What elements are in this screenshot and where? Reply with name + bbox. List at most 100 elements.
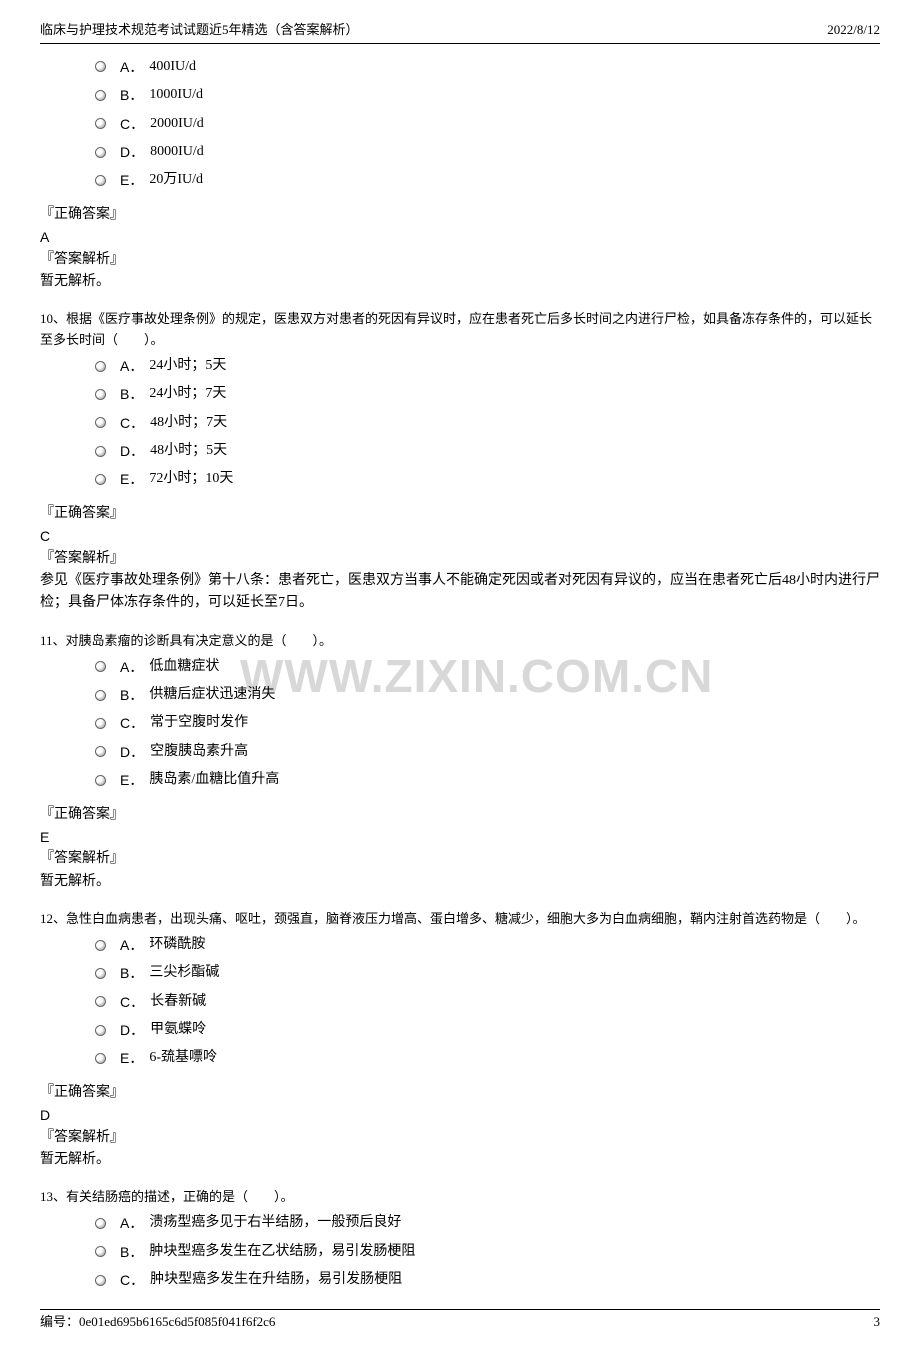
option-row[interactable]: B． 三尖杉酯碱 [95,962,880,984]
radio-icon[interactable] [95,389,106,400]
option-text: 肿块型癌多发生在升结肠，易引发肠梗阻 [150,1269,402,1291]
option-row[interactable]: A．低血糖症状 [95,656,880,678]
correct-answer-header: 『正确答案』 [40,503,880,525]
radio-icon[interactable] [95,996,106,1007]
option-row[interactable]: C．常于空腹时发作 [95,712,880,734]
option-row[interactable]: E．胰岛素/血糖比值升高 [95,769,880,791]
radio-icon[interactable] [95,1246,106,1257]
question-block: 12、急性白血病患者，出现头痛、呕吐，颈强直，脑脊液压力增高、蛋白增多、糖减少，… [40,909,880,1171]
correct-answer-header: 『正确答案』 [40,204,880,226]
correct-answer-value: C [40,525,880,547]
correct-answer-value: D [40,1104,880,1126]
radio-icon[interactable] [95,446,106,457]
option-label: A． [120,656,143,678]
option-row[interactable]: C． 肿块型癌多发生在升结肠，易引发肠梗阻 [95,1269,880,1291]
footer-page-number: 3 [874,1312,881,1333]
radio-icon[interactable] [95,940,106,951]
radio-icon[interactable] [95,361,106,372]
option-row[interactable]: E． 6-巯基嘌呤 [95,1047,880,1069]
option-row[interactable]: C．2000IU/d [95,113,880,135]
analysis-header: 『答案解析』 [40,848,880,870]
options-list: A．环磷酰胺 B． 三尖杉酯碱C． 长春新碱 D．甲氨蝶呤 E． 6-巯基嘌呤 [95,934,880,1070]
option-text: 溃疡型癌多见于右半结肠，一般预后良好 [149,1212,401,1234]
radio-icon[interactable] [95,147,106,158]
options-list: A． 溃疡型癌多见于右半结肠，一般预后良好 B．肿块型癌多发生在乙状结肠，易引发肠梗… [95,1212,880,1291]
option-row[interactable]: A． 溃疡型癌多见于右半结肠，一般预后良好 [95,1212,880,1234]
option-text: 甲氨蝶呤 [150,1019,206,1041]
option-text: 胰岛素/血糖比值升高 [149,769,279,791]
radio-icon[interactable] [95,661,106,672]
options-list: A．24小时；5天 B． 24小时；7天 C．48小时；7天 D．48小时；5天 E．72… [95,355,880,491]
correct-answer-header: 『正确答案』 [40,804,880,826]
option-text: 长春新碱 [150,991,206,1013]
option-label: D． [120,741,144,763]
radio-icon[interactable] [95,746,106,757]
question-block: A．400IU/d B． 1000IU/d C．2000IU/d D．8000IU/d E… [40,56,880,294]
option-label: D． [120,141,144,163]
option-row[interactable]: A．24小时；5天 [95,355,880,377]
option-text: 6-巯基嘌呤 [149,1047,217,1069]
option-row[interactable]: E． 20万IU/d [95,169,880,191]
option-label: E． [120,468,143,490]
question-block: 13、有关结肠癌的描述，正确的是（ ）。A．溃疡型癌多见于右半结肠，一般预后良好… [40,1187,880,1291]
option-row[interactable]: D．48小时；5天 [95,440,880,462]
option-text: 24小时；7天 [149,383,226,405]
radio-icon[interactable] [95,690,106,701]
question-block: 10、根据《医疗事故处理条例》的规定，医患双方对患者的死因有异议时，应在患者死亡… [40,309,880,615]
options-list: A．400IU/d B． 1000IU/d C．2000IU/d D．8000IU/d E… [95,56,880,192]
option-label: B． [120,84,143,106]
option-row[interactable]: C．48小时；7天 [95,412,880,434]
radio-icon[interactable] [95,175,106,186]
radio-icon[interactable] [95,1025,106,1036]
radio-icon[interactable] [95,474,106,485]
radio-icon[interactable] [95,417,106,428]
radio-icon[interactable] [95,1053,106,1064]
option-row[interactable]: A．环磷酰胺 [95,934,880,956]
option-text: 常于空腹时发作 [150,712,248,734]
radio-icon[interactable] [95,61,106,72]
option-label: E． [120,1047,143,1069]
correct-answer-header: 『正确答案』 [40,1082,880,1104]
option-row[interactable]: D．甲氨蝶呤 [95,1019,880,1041]
correct-answer-value: E [40,826,880,848]
option-text: 环磷酰胺 [149,934,205,956]
option-label: B． [120,962,143,984]
option-text: 1000IU/d [149,84,203,106]
option-row[interactable]: B． 1000IU/d [95,84,880,106]
option-row[interactable]: B． 24小时；7天 [95,383,880,405]
option-text: 肿块型癌多发生在乙状结肠，易引发肠梗阻 [149,1241,415,1263]
option-label: E． [120,169,143,191]
option-label: A． [120,1212,143,1234]
radio-icon[interactable] [95,1275,106,1286]
option-row[interactable]: B．供糖后症状迅速消失 [95,684,880,706]
option-text: 20万IU/d [149,169,203,191]
radio-icon[interactable] [95,968,106,979]
footer-serial-value: 0e01ed695b6165c6d5f085f041f6f2c6 [79,1314,275,1329]
option-text: 三尖杉酯碱 [149,962,219,984]
option-label: D． [120,440,144,462]
option-label: B． [120,383,143,405]
header-title: 临床与护理技术规范考试试题近5年精选（含答案解析） [40,20,359,41]
radio-icon[interactable] [95,718,106,729]
radio-icon[interactable] [95,775,106,786]
answer-block: 『正确答案』C『答案解析』参见《医疗事故处理条例》第十八条：患者死亡，医患双方当… [40,503,880,615]
option-row[interactable]: D．空腹胰岛素升高 [95,741,880,763]
option-row[interactable]: A．400IU/d [95,56,880,78]
analysis-header: 『答案解析』 [40,249,880,271]
analysis-text: 暂无解析。 [40,1149,880,1171]
question-stem: 11、对胰岛素瘤的诊断具有决定意义的是（ ）。 [40,631,880,652]
option-label: C． [120,991,144,1013]
option-row[interactable]: E．72小时；10天 [95,468,880,490]
option-label: C． [120,1269,144,1291]
radio-icon[interactable] [95,118,106,129]
option-label: C． [120,412,144,434]
radio-icon[interactable] [95,90,106,101]
footer-serial: 编号：0e01ed695b6165c6d5f085f041f6f2c6 [40,1312,275,1333]
answer-block: 『正确答案』D『答案解析』暂无解析。 [40,1082,880,1172]
option-row[interactable]: C． 长春新碱 [95,991,880,1013]
option-row[interactable]: D．8000IU/d [95,141,880,163]
option-row[interactable]: B．肿块型癌多发生在乙状结肠，易引发肠梗阻 [95,1241,880,1263]
radio-icon[interactable] [95,1218,106,1229]
option-text: 供糖后症状迅速消失 [149,684,275,706]
option-text: 2000IU/d [150,113,204,135]
